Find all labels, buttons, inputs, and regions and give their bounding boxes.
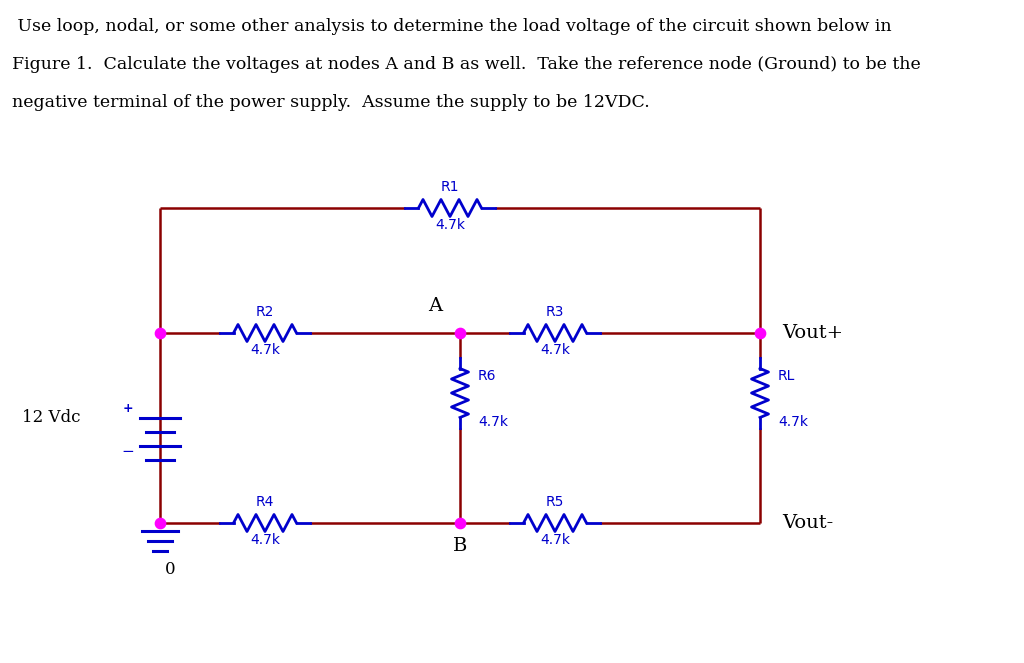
Text: R2: R2: [256, 305, 274, 319]
Text: 4.7k: 4.7k: [540, 533, 570, 547]
Text: +: +: [123, 402, 133, 414]
Text: B: B: [453, 537, 467, 555]
Text: 4.7k: 4.7k: [778, 415, 808, 429]
Point: [452, 328, 468, 338]
Text: 4.7k: 4.7k: [478, 415, 508, 429]
Point: [752, 328, 768, 338]
Text: A: A: [428, 297, 442, 315]
Text: −: −: [122, 444, 134, 459]
Text: Figure 1.  Calculate the voltages at nodes A and B as well.  Take the reference : Figure 1. Calculate the voltages at node…: [12, 56, 921, 73]
Text: R6: R6: [478, 369, 497, 383]
Text: R1: R1: [440, 180, 459, 194]
Point: [152, 518, 168, 528]
Text: R5: R5: [546, 495, 564, 509]
Text: 4.7k: 4.7k: [250, 343, 280, 357]
Text: negative terminal of the power supply.  Assume the supply to be 12VDC.: negative terminal of the power supply. A…: [12, 94, 650, 111]
Text: 12 Vdc: 12 Vdc: [22, 410, 80, 426]
Text: R4: R4: [256, 495, 274, 509]
Point: [452, 518, 468, 528]
Text: Vout-: Vout-: [782, 514, 834, 532]
Point: [152, 328, 168, 338]
Text: R3: R3: [546, 305, 564, 319]
Text: 4.7k: 4.7k: [250, 533, 280, 547]
Text: 4.7k: 4.7k: [435, 218, 465, 232]
Text: 0: 0: [165, 561, 175, 578]
Text: Use loop, nodal, or some other analysis to determine the load voltage of the cir: Use loop, nodal, or some other analysis …: [12, 18, 892, 35]
Text: 4.7k: 4.7k: [540, 343, 570, 357]
Text: RL: RL: [778, 369, 796, 383]
Text: Vout+: Vout+: [782, 324, 843, 342]
